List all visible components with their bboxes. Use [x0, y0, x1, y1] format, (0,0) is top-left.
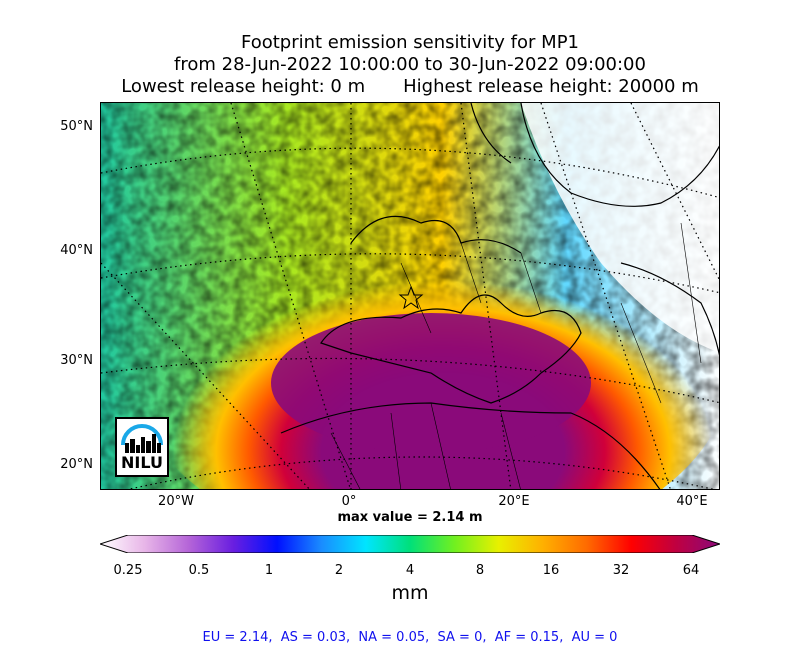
nilu-logo: NILU [115, 417, 169, 477]
colorbar-tick-label: 0.25 [113, 563, 143, 578]
colorbar [100, 535, 720, 553]
highest-release-height: Highest release height: 20000 m [403, 76, 699, 97]
coastlines [280, 103, 719, 489]
lon-label-40e: 40°E [676, 494, 708, 509]
max-sensitivity-area [271, 313, 591, 453]
colorbar-tick-label: 1 [264, 563, 274, 578]
colorbar-tick-label: 64 [682, 563, 700, 578]
colorbar-body [100, 535, 720, 553]
lon-label-20e: 20°E [498, 494, 530, 509]
lat-label-20n: 20°N [60, 457, 93, 472]
region-totals-footer: EU = 2.14, AS = 0.03, NA = 0.05, SA = 0,… [202, 630, 618, 645]
country-borders [330, 222, 702, 489]
colorbar-unit: mm [391, 582, 429, 604]
colorbar-tick-label: 32 [612, 563, 630, 578]
colorbar-tick-label: 0.5 [188, 563, 210, 578]
lowest-release-height: Lowest release height: 0 m [121, 76, 366, 97]
nilu-logo-text: NILU [121, 453, 163, 472]
lat-label-50n: 50°N [60, 119, 93, 134]
footprint-map [100, 102, 720, 490]
colorbar-tick-label: 8 [475, 563, 485, 578]
colorbar-tick-label: 2 [334, 563, 344, 578]
colorbar-tick-label: 4 [405, 563, 415, 578]
figure-title-line1: Footprint emission sensitivity for MP1 [240, 32, 579, 53]
release-location-star [398, 285, 424, 310]
figure-title-line3: Lowest release height: 0 m Highest releas… [0, 76, 800, 98]
lon-label-0: 0° [341, 494, 357, 509]
colorbar-tick-label: 16 [542, 563, 560, 578]
max-value-label: max value = 2.14 m [337, 510, 483, 525]
lat-label-40n: 40°N [60, 243, 93, 258]
figure-title-line2: from 28-Jun-2022 10:00:00 to 30-Jun-2022… [174, 54, 646, 75]
lon-label-20w: 20°W [158, 494, 194, 509]
lat-label-30n: 30°N [60, 353, 93, 368]
map-canvas [101, 103, 719, 489]
graticule [101, 103, 719, 489]
